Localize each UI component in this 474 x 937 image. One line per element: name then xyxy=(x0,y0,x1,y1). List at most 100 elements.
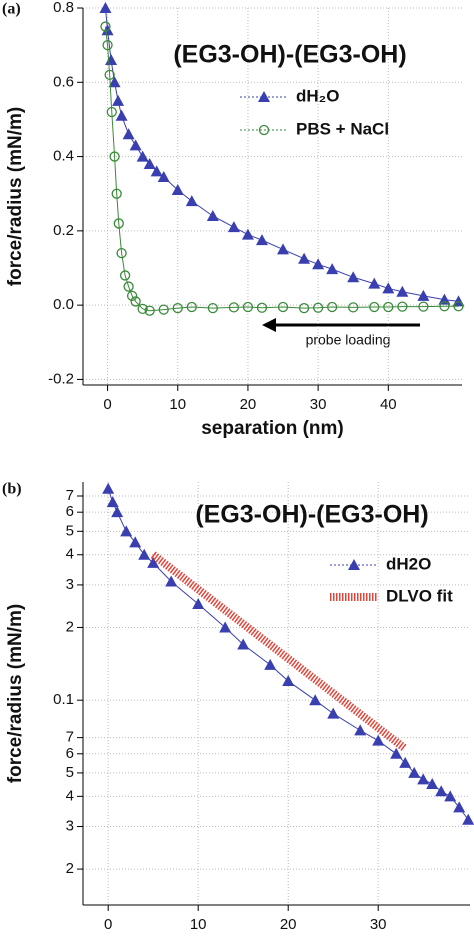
marker xyxy=(165,575,178,587)
legend-label: dH2O xyxy=(386,554,431,573)
y-tick-label: 4 xyxy=(66,787,74,804)
x-tick-label: 20 xyxy=(280,916,297,933)
x-tick-label: 20 xyxy=(240,396,257,413)
marker xyxy=(255,234,268,246)
marker xyxy=(408,766,421,778)
legend-marker xyxy=(258,124,270,136)
marker xyxy=(119,270,131,281)
marker xyxy=(137,303,148,315)
legend-marker xyxy=(258,91,270,102)
marker xyxy=(192,598,205,610)
y-tick-label: -0.2 xyxy=(48,370,74,387)
panel-label: (b) xyxy=(2,481,22,498)
y-tick-label: 0.0 xyxy=(53,296,74,313)
marker xyxy=(136,150,149,162)
marker xyxy=(354,724,367,736)
legend-label: PBS + NaCl xyxy=(296,119,389,138)
y-tick-label: 3 xyxy=(66,576,74,593)
x-tick-label: 0 xyxy=(103,396,111,413)
marker xyxy=(147,556,160,568)
y-tick-label: 5 xyxy=(66,522,74,539)
marker xyxy=(439,301,450,312)
legend-label: DLVO fit xyxy=(386,586,453,605)
marker xyxy=(242,301,254,313)
x-tick-label: 30 xyxy=(310,396,327,413)
y-axis-label: force/radius (mN/m) xyxy=(5,604,26,783)
marker xyxy=(326,263,339,275)
marker xyxy=(185,195,198,207)
marker xyxy=(227,221,240,233)
marker xyxy=(348,302,359,313)
marker xyxy=(171,184,184,195)
marker xyxy=(237,638,250,650)
marker xyxy=(452,295,465,307)
y-tick-label: 7 xyxy=(66,487,74,504)
marker xyxy=(116,247,127,259)
x-tick-label: 10 xyxy=(190,916,207,933)
marker xyxy=(143,158,156,169)
marker xyxy=(390,747,403,759)
marker xyxy=(106,106,117,118)
marker xyxy=(122,128,135,140)
y-tick-label: 0.2 xyxy=(53,222,74,239)
marker xyxy=(144,305,155,316)
marker xyxy=(105,54,118,65)
marker xyxy=(157,171,170,182)
marker xyxy=(327,301,338,313)
x-tick-label: 30 xyxy=(370,916,387,933)
marker xyxy=(111,188,122,199)
y-tick-label: 0.1 xyxy=(53,691,74,708)
marker xyxy=(256,302,268,313)
marker xyxy=(104,69,115,81)
y-tick-label: 5 xyxy=(66,764,74,781)
marker xyxy=(372,734,385,746)
marker xyxy=(115,109,128,121)
marker xyxy=(126,290,138,302)
marker xyxy=(417,773,430,785)
y-tick-label: 0.6 xyxy=(53,73,74,90)
marker xyxy=(120,525,133,537)
marker xyxy=(396,285,409,297)
marker xyxy=(207,302,218,314)
marker xyxy=(138,548,151,560)
marker xyxy=(99,2,112,13)
marker xyxy=(264,658,277,670)
marker xyxy=(102,482,115,494)
marker xyxy=(426,777,439,789)
marker xyxy=(112,94,125,106)
marker xyxy=(277,301,289,313)
chart-title: (EG3-OH)-(EG3-OH) xyxy=(173,41,406,69)
marker xyxy=(417,289,430,301)
x-tick-label: 40 xyxy=(380,396,397,413)
marker xyxy=(418,301,429,312)
marker xyxy=(462,813,474,825)
marker xyxy=(397,301,408,312)
y-tick-label: 2 xyxy=(66,860,74,877)
marker xyxy=(312,302,324,313)
marker xyxy=(298,252,311,264)
marker xyxy=(150,165,163,177)
marker xyxy=(435,785,448,797)
marker xyxy=(129,536,142,548)
marker xyxy=(298,302,310,314)
marker xyxy=(158,304,169,315)
marker xyxy=(368,277,381,289)
panel-label: (a) xyxy=(2,1,21,18)
annotation: probe loading xyxy=(306,332,391,348)
marker xyxy=(219,621,232,633)
fit-line xyxy=(150,551,408,752)
arrow-head xyxy=(262,318,276,332)
marker xyxy=(108,76,121,88)
marker xyxy=(382,282,395,294)
marker xyxy=(101,24,114,36)
marker xyxy=(186,301,197,313)
marker xyxy=(228,302,240,313)
marker xyxy=(129,139,142,151)
marker xyxy=(277,243,290,255)
y-tick-label: 6 xyxy=(66,745,74,762)
marker xyxy=(106,496,119,508)
marker xyxy=(327,707,340,719)
marker xyxy=(123,281,134,292)
marker xyxy=(102,39,113,51)
